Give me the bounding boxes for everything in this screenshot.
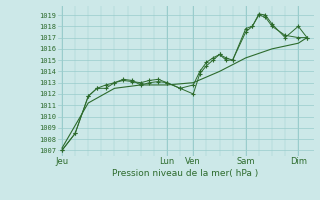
X-axis label: Pression niveau de la mer( hPa ): Pression niveau de la mer( hPa ) [112, 169, 259, 178]
